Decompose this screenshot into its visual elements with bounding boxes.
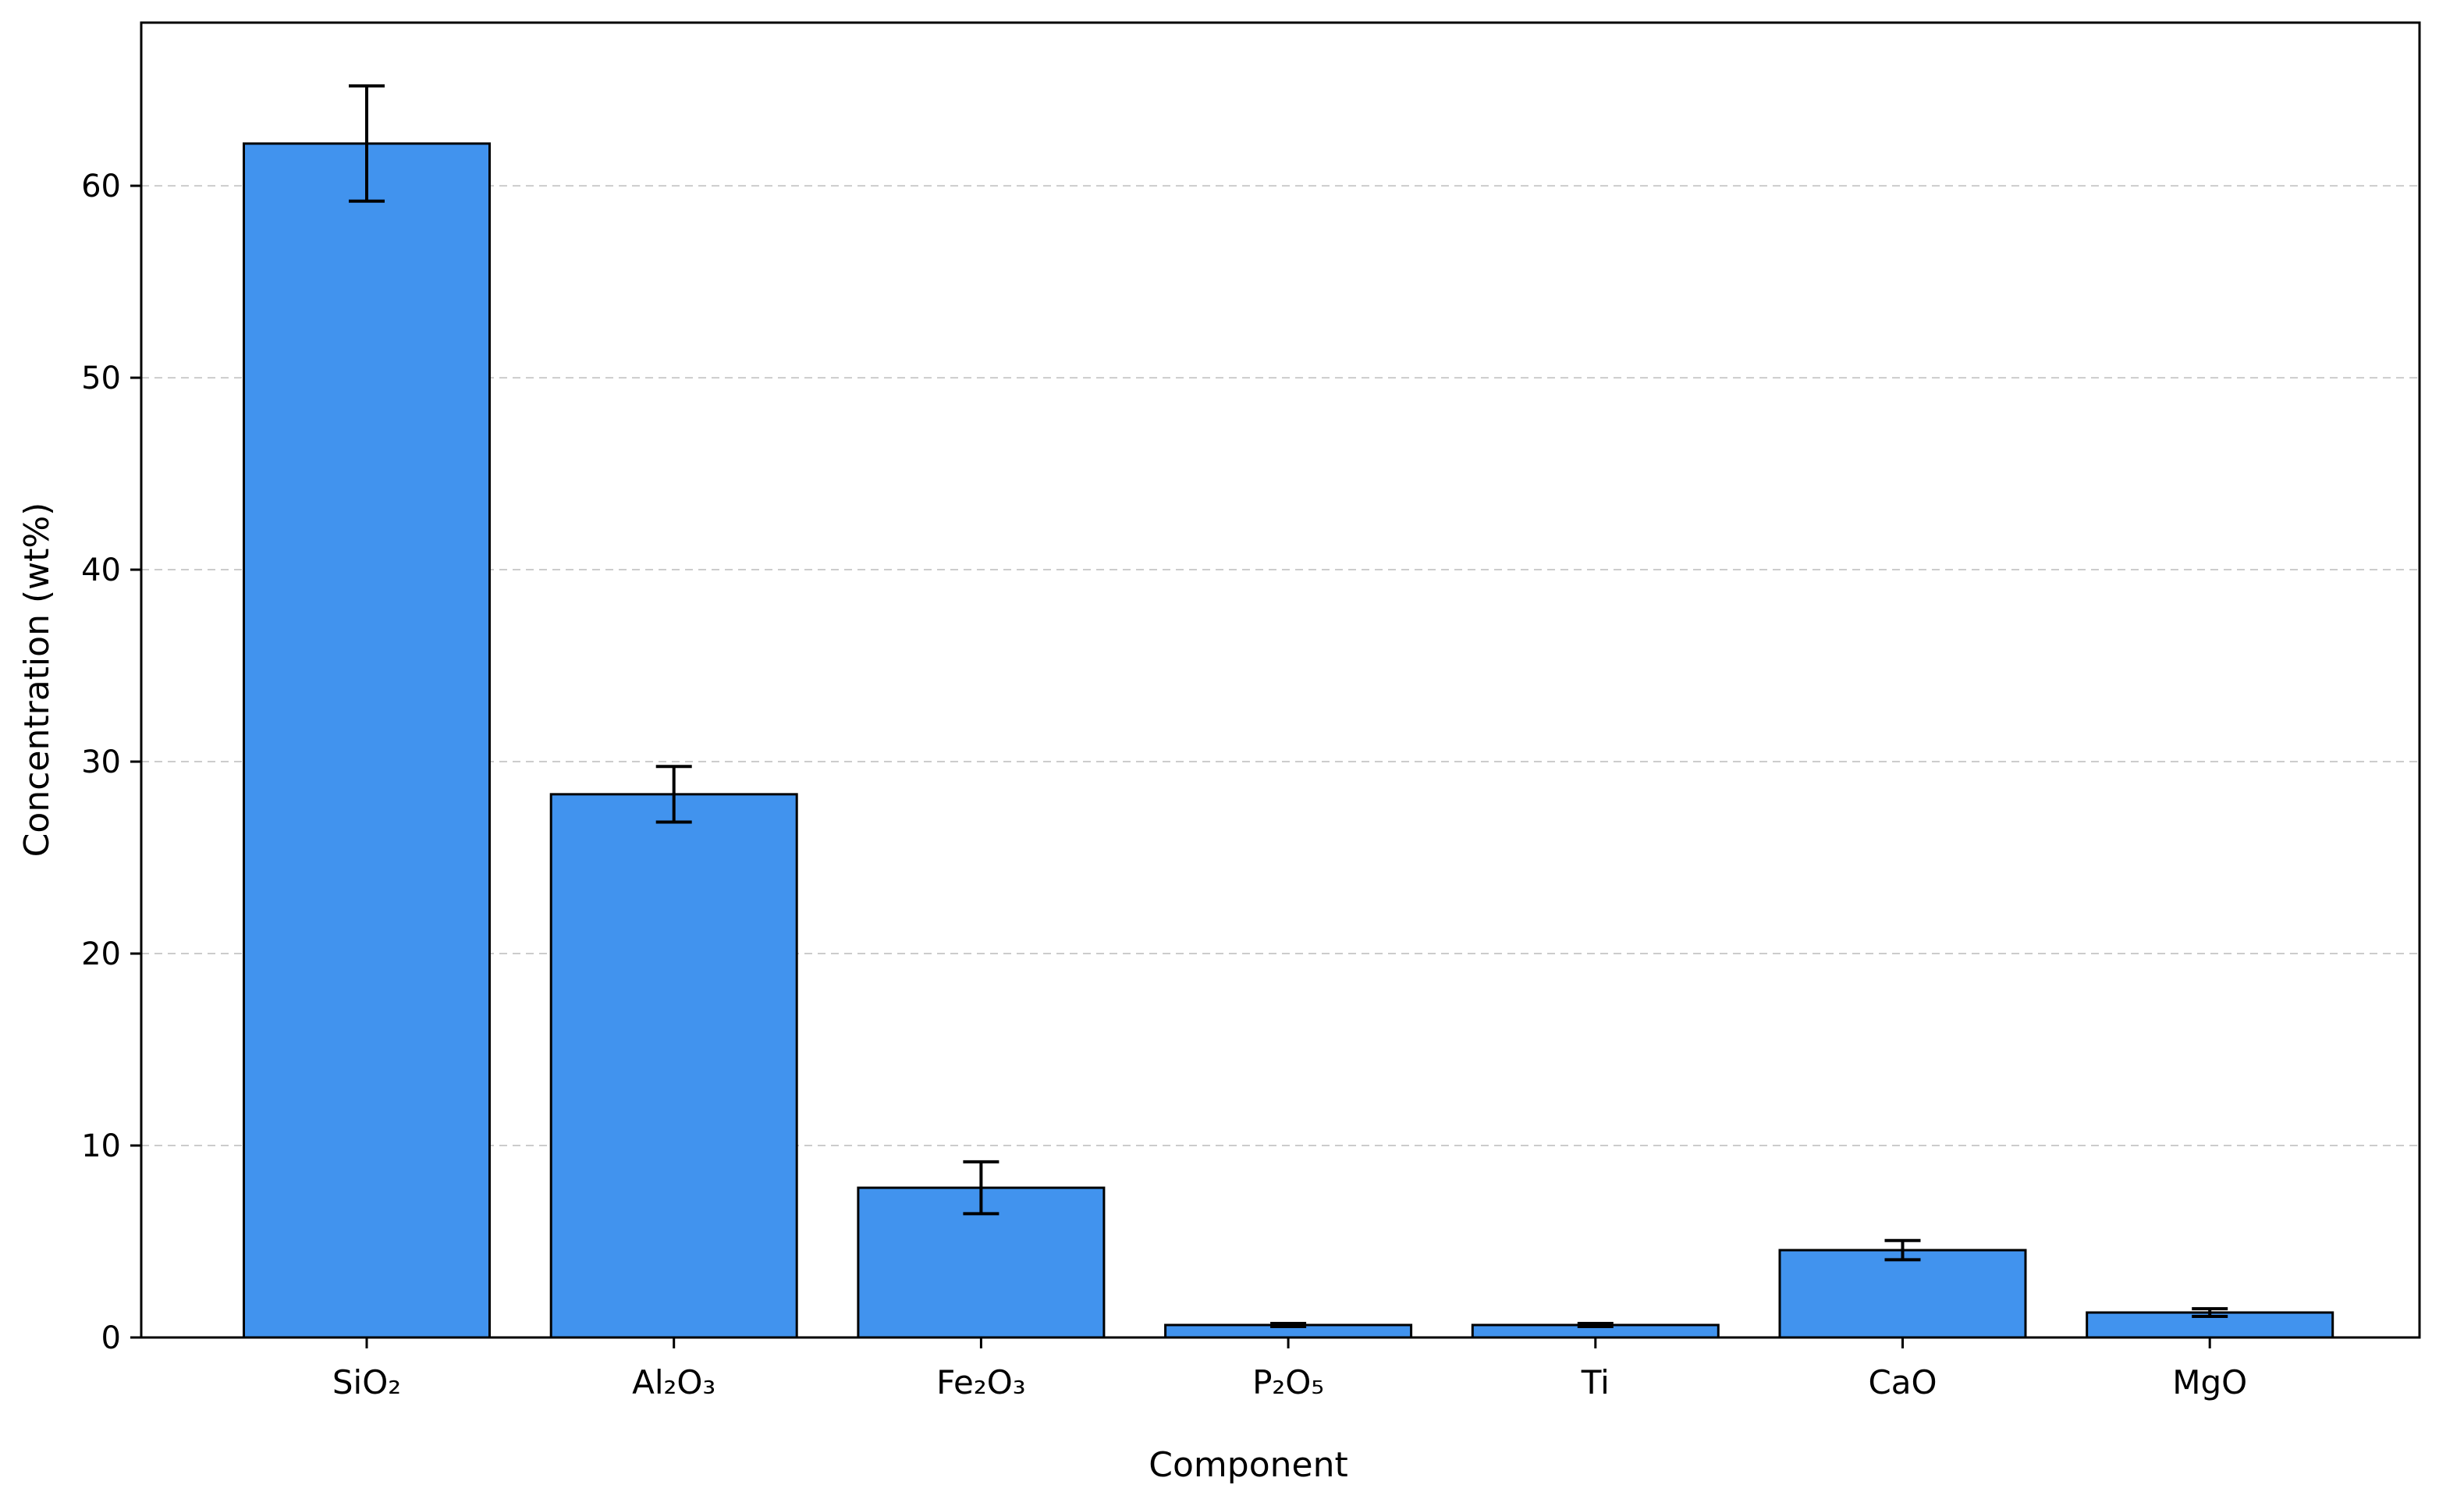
- y-tick-label: 40: [81, 552, 121, 588]
- x-tick-label: Al₂O₃: [632, 1363, 715, 1401]
- bar: [549, 793, 798, 1339]
- gridlines: [141, 185, 2420, 1147]
- bar: [1778, 1249, 2027, 1339]
- x-tick-label: CaO: [1868, 1363, 1937, 1401]
- y-tick-label: 50: [81, 361, 121, 396]
- x-axis-ticks: SiO₂ Al₂O₃ Fe₂O₃ P₂O₅ Ti CaO MgO: [332, 1337, 2247, 1401]
- plot-frame: [140, 21, 2421, 1339]
- bars: [243, 142, 2334, 1339]
- y-tick-label: 20: [81, 936, 121, 972]
- bar: [243, 142, 491, 1339]
- x-tick-label: Ti: [1581, 1363, 1610, 1401]
- x-tick-label: P₂O₅: [1252, 1363, 1324, 1401]
- y-axis-title: Concentration (wt%): [17, 503, 57, 858]
- error-bars: [349, 84, 2228, 1328]
- y-tick-label: 0: [101, 1320, 121, 1356]
- y-axis-ticks: 0 10 20 30 40 50 60: [81, 169, 141, 1356]
- x-tick-label: SiO₂: [332, 1363, 401, 1401]
- x-tick-label: Fe₂O₃: [936, 1363, 1025, 1401]
- x-axis-title: Component: [1149, 1445, 1347, 1485]
- y-tick-label: 10: [81, 1128, 121, 1164]
- x-tick-label: MgO: [2172, 1363, 2247, 1401]
- y-tick-label: 30: [81, 744, 121, 780]
- y-tick-label: 60: [81, 169, 121, 204]
